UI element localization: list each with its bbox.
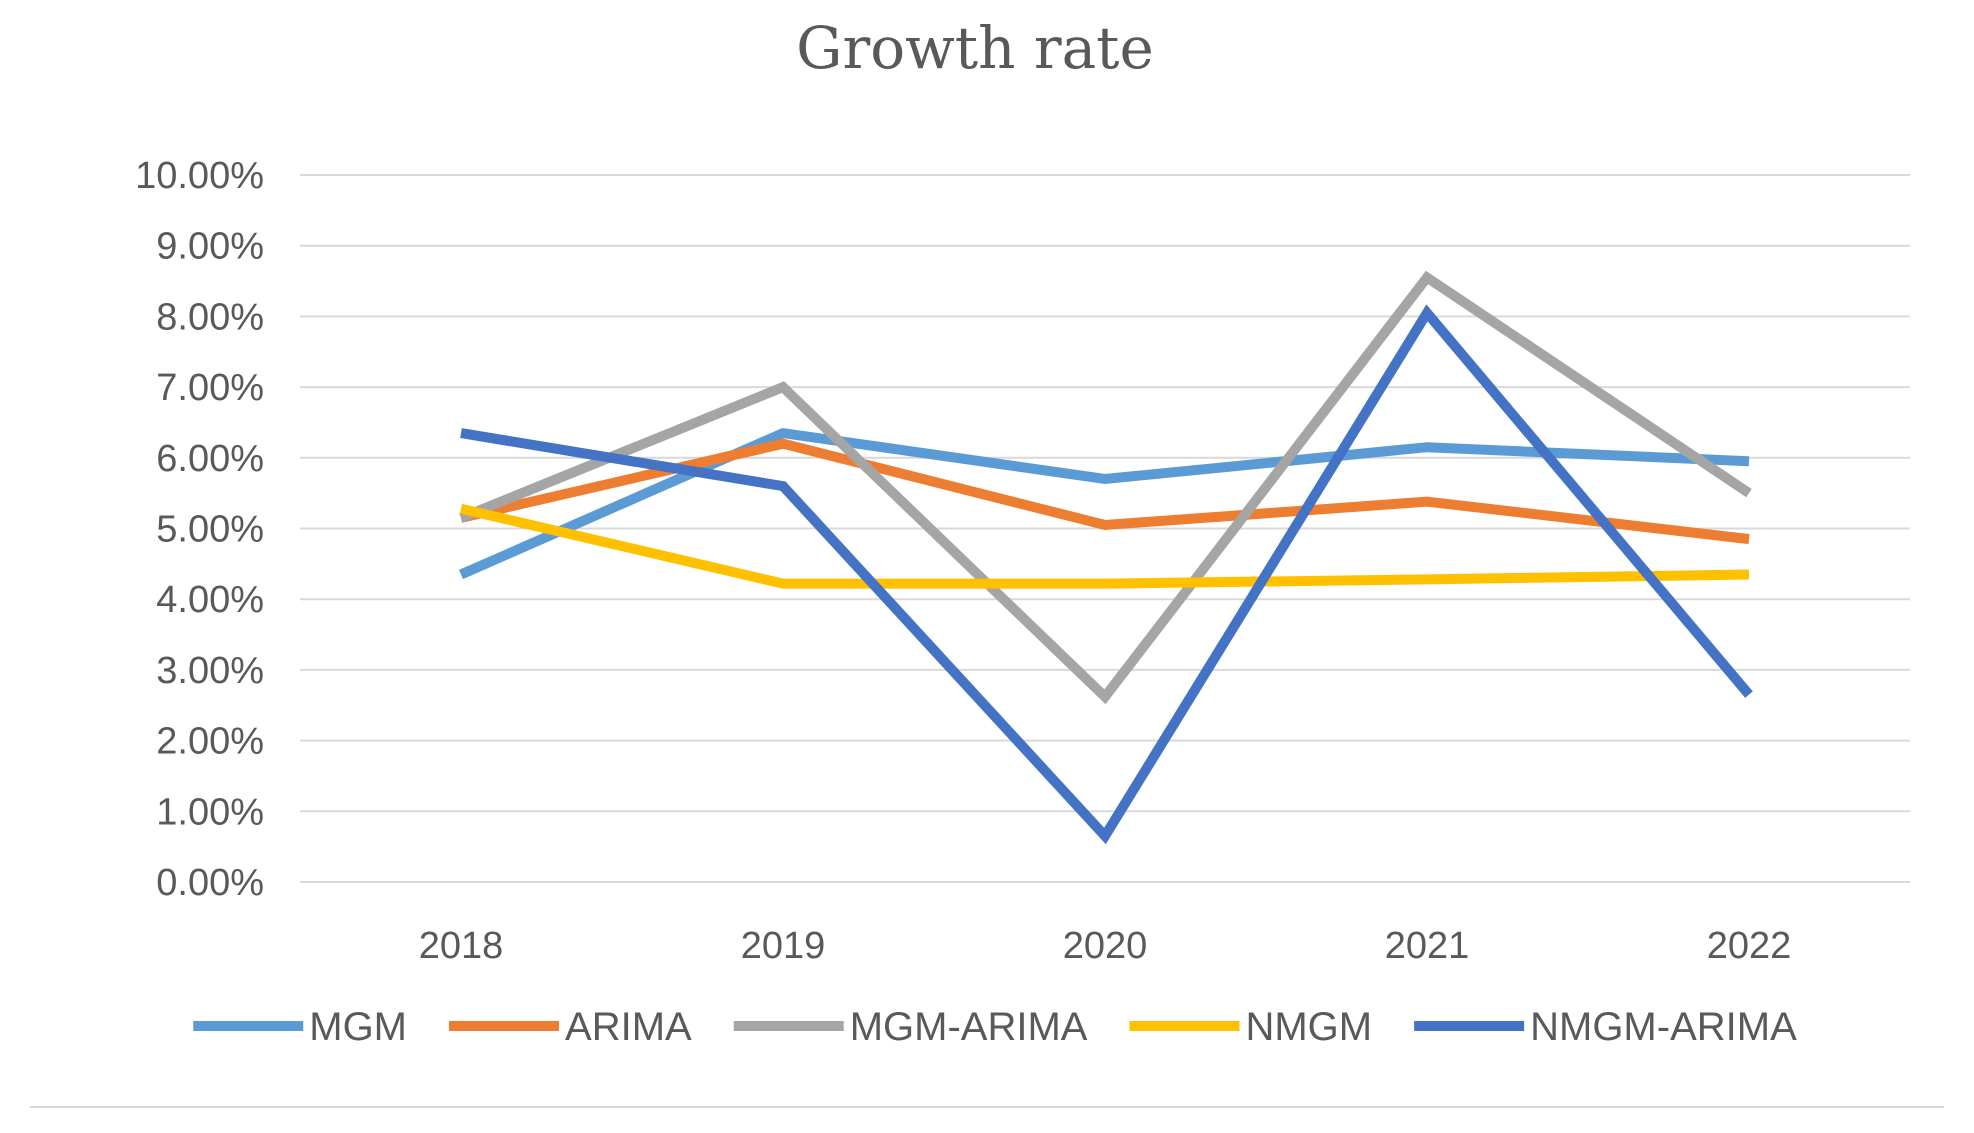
y-tick-label: 9.00% [156, 226, 264, 268]
x-axis-ticks: 2018 2019 2020 2021 2022 [419, 925, 1792, 967]
legend: MGM ARIMA MGM-ARIMA NMGM NMGM-ARIMA [193, 1005, 1797, 1049]
x-tick-label: 2018 [419, 925, 504, 967]
x-tick-label: 2020 [1063, 925, 1148, 967]
y-tick-label: 3.00% [156, 650, 264, 692]
y-tick-label: 1.00% [156, 791, 264, 833]
x-tick-label: 2022 [1707, 925, 1792, 967]
y-tick-label: 6.00% [156, 438, 264, 480]
y-tick-label: 7.00% [156, 367, 264, 409]
legend-label: ARIMA [565, 1005, 692, 1049]
series-line-mgm-arima [459, 270, 1752, 705]
y-tick-label: 8.00% [156, 296, 264, 338]
x-tick-label: 2021 [1385, 925, 1470, 967]
series-line-nmgm [459, 503, 1750, 589]
series-lines [458, 270, 1753, 845]
y-tick-label: 0.00% [156, 862, 264, 904]
y-tick-label: 4.00% [156, 579, 264, 621]
y-axis-ticks: 0.00% 1.00% 2.00% 3.00% 4.00% 5.00% 6.00% 7.00%… [135, 155, 264, 904]
y-tick-label: 5.00% [156, 509, 264, 551]
y-tick-label: 10.00% [135, 155, 264, 197]
series-line-nmgm-arima [460, 304, 1753, 845]
chart-title: Growth rate [796, 14, 1154, 82]
legend-label: NMGM [1245, 1005, 1372, 1049]
x-tick-label: 2019 [741, 925, 826, 967]
series-line-mgm [458, 427, 1750, 580]
legend-label: MGM [309, 1005, 407, 1049]
y-tick-label: 2.00% [156, 721, 264, 763]
legend-label: NMGM-ARIMA [1530, 1005, 1797, 1049]
legend-label: MGM-ARIMA [850, 1005, 1088, 1049]
